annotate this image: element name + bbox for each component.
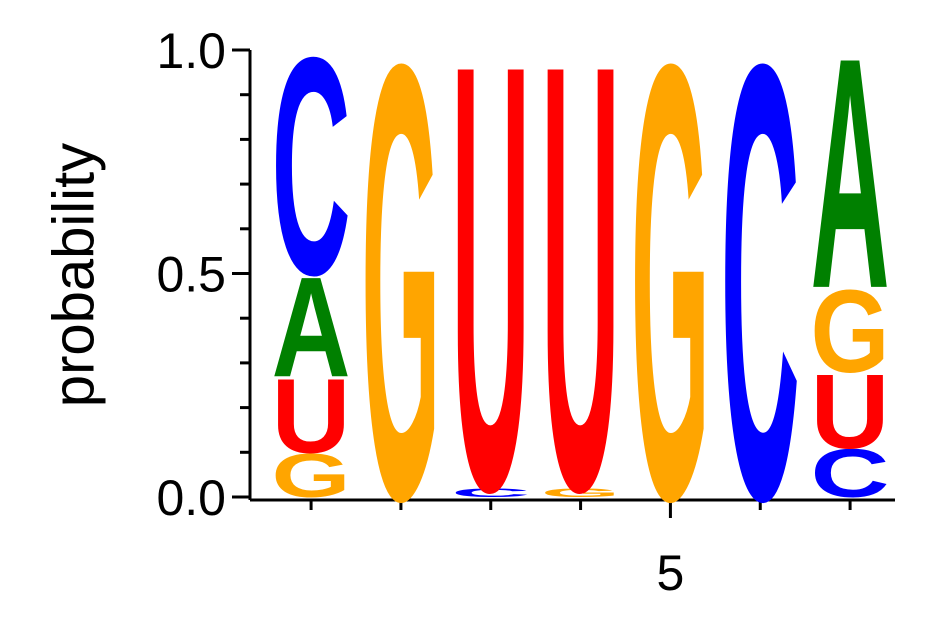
y-axis-label: probability: [41, 143, 106, 407]
logo-letter: G: [541, 486, 620, 500]
logo-letter: A: [811, 0, 890, 357]
logo-letter: G: [631, 0, 710, 617]
logo-letter: C: [721, 0, 800, 617]
logo-letter: U: [451, 0, 530, 617]
logo-letter: G: [811, 266, 890, 398]
y-tick-label: 1.0: [156, 23, 226, 79]
logo-letter: U: [541, 0, 620, 617]
x-tick-label: 5: [657, 545, 685, 601]
logo-letter: G: [361, 0, 440, 617]
logo-letter: C: [451, 486, 530, 500]
logo-letter: G: [272, 441, 351, 510]
logo-letter: C: [272, 0, 351, 340]
logo-letter: C: [811, 436, 890, 512]
y-tick-label: 0.0: [156, 470, 226, 526]
logo-letter: U: [272, 357, 351, 475]
y-tick-label: 0.5: [156, 247, 226, 303]
logo-letter: U: [811, 353, 890, 471]
logo-letter: A: [272, 247, 351, 406]
